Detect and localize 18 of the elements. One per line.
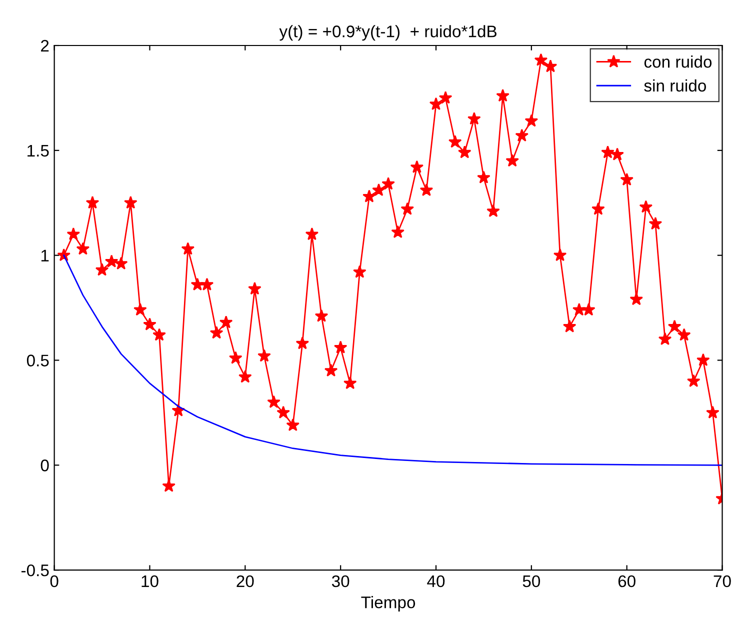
y-tick-label: 1.5	[28, 144, 49, 157]
y-tick-label: 1	[41, 250, 49, 262]
x-tick-label: 30	[332, 575, 350, 588]
x-tick-label: 10	[142, 575, 158, 588]
x-tick-label: 40	[427, 575, 445, 588]
x-tick-label: 0	[50, 575, 58, 588]
y-tick-label: -0.5	[21, 564, 49, 576]
y-tick-label: 2	[41, 40, 49, 52]
chart-title: y(t) = +0.9*y(t-1) + ruido*1dB	[279, 25, 496, 41]
y-tick-label: 0.5	[26, 354, 49, 366]
x-tick-label: 70	[714, 575, 731, 588]
x-axis-title: Tiempo	[361, 596, 416, 612]
y-tick-label: 0	[40, 460, 49, 472]
legend-label: con ruido	[644, 56, 712, 68]
x-tick-label: 60	[618, 575, 636, 588]
x-tick-label: 20	[236, 575, 254, 588]
legend-label: sin ruido	[644, 79, 706, 92]
x-tick-label: 50	[522, 575, 540, 588]
